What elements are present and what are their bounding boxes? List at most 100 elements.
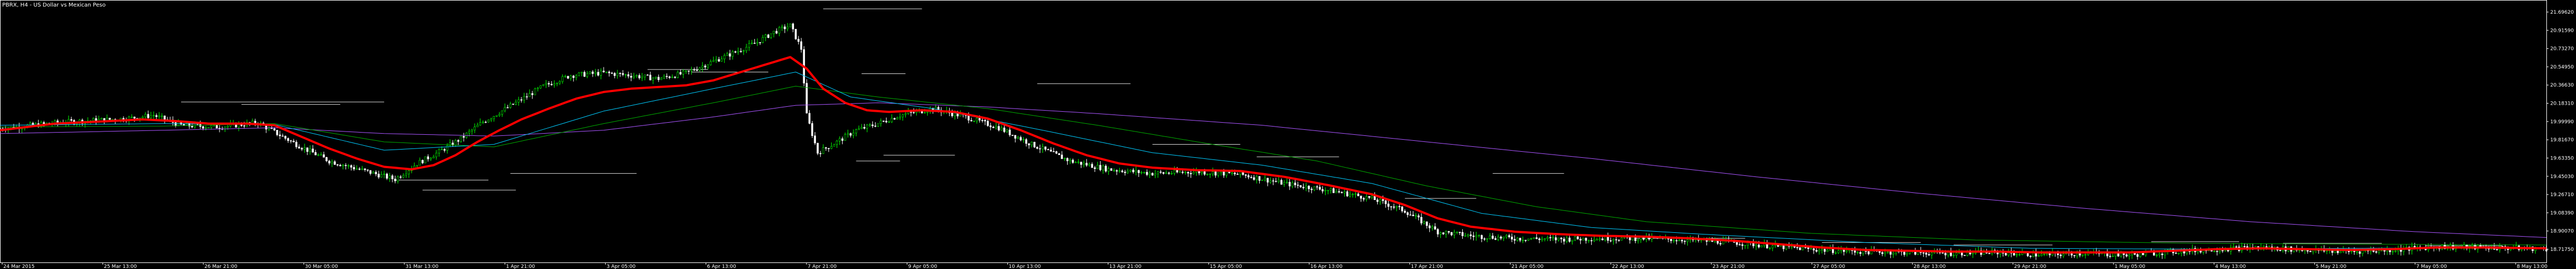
- candle-body: [1181, 171, 1184, 173]
- candle-body: [1541, 238, 1543, 241]
- candle-body: [1683, 241, 1686, 242]
- candle-body: [701, 65, 704, 68]
- candle-body: [1453, 232, 1456, 236]
- candle-body: [1755, 244, 1757, 247]
- candle-body: [613, 73, 616, 76]
- price-tick-label: 19.26710: [2550, 192, 2574, 198]
- moving-averages: [0, 56, 2547, 254]
- candle-body: [847, 133, 849, 135]
- candle-body: [602, 71, 605, 72]
- candle-body: [1944, 253, 1947, 255]
- candle-body: [2126, 254, 2128, 256]
- candle-body: [814, 135, 816, 144]
- candle-body: [1971, 253, 1974, 254]
- candle-body: [1225, 171, 1228, 176]
- candle-body: [2137, 254, 2139, 257]
- candle-body: [386, 174, 388, 179]
- candle-body: [1135, 170, 1137, 173]
- candle-body: [515, 102, 517, 105]
- candle-body: [1365, 196, 1368, 199]
- time-tick-label: 7 May 05:00: [2416, 264, 2447, 269]
- candle-body: [1313, 186, 1316, 190]
- candle-body: [1014, 135, 1017, 139]
- candle-body: [578, 72, 580, 76]
- candle-body: [1384, 201, 1387, 204]
- candle-body: [1428, 225, 1431, 228]
- candle-body: [1532, 237, 1535, 239]
- candle-body: [1494, 238, 1497, 240]
- candle-body: [2372, 250, 2375, 252]
- candle-body: [805, 83, 808, 113]
- candle-body: [778, 27, 781, 34]
- candle-body: [449, 142, 451, 146]
- candle-body: [660, 78, 663, 80]
- time-tick-label: 31 Mar 13:00: [405, 264, 438, 269]
- candle-body: [1760, 245, 1763, 248]
- candle-body: [1258, 176, 1261, 181]
- candle-body: [901, 114, 904, 117]
- time-tick-label: 10 Apr 13:00: [1008, 264, 1041, 269]
- candle-body: [1154, 173, 1157, 176]
- candle-body: [1288, 181, 1291, 187]
- candle-body: [487, 119, 489, 123]
- candle-body: [133, 116, 136, 119]
- candle-body: [476, 125, 478, 127]
- candle-body: [463, 136, 465, 138]
- candle-body: [808, 113, 811, 124]
- candle-body: [539, 85, 542, 89]
- candle-body: [1617, 239, 1620, 241]
- candle-body: [1628, 237, 1631, 241]
- candle-body: [1738, 244, 1741, 245]
- ma-fast-line: [0, 56, 2547, 254]
- candle-body: [1146, 171, 1148, 175]
- candle-body: [388, 175, 391, 179]
- candle-body: [2158, 254, 2161, 255]
- candle-body: [295, 141, 297, 147]
- candle-body: [1008, 129, 1011, 135]
- candle-body: [504, 107, 506, 111]
- candle-body: [509, 104, 512, 108]
- candle-body: [652, 78, 655, 81]
- candle-body: [1535, 237, 1538, 239]
- candle-body: [1812, 248, 1815, 250]
- candle-body: [2307, 250, 2309, 251]
- candle-body: [2079, 253, 2081, 256]
- candle-body: [1456, 232, 1458, 233]
- candle-body: [789, 24, 792, 27]
- candle-body: [2222, 250, 2224, 251]
- candle-body: [1779, 245, 1782, 247]
- candle-body: [1615, 239, 1617, 241]
- candle-body: [1113, 170, 1115, 171]
- candle-body: [1061, 154, 1063, 159]
- candle-body: [1571, 239, 1574, 242]
- candle-body: [1220, 171, 1222, 173]
- candle-body: [435, 152, 437, 157]
- candle-body: [144, 114, 146, 117]
- candle-body: [704, 65, 707, 67]
- candle-body: [1447, 231, 1450, 233]
- candle-body: [1148, 173, 1151, 175]
- candle-body: [1080, 162, 1083, 165]
- candle-body: [1000, 127, 1003, 130]
- candle-body: [1327, 190, 1329, 191]
- candle-body: [882, 121, 885, 122]
- candle-body: [682, 71, 685, 75]
- candle-body: [822, 147, 825, 154]
- candle-body: [1815, 250, 1818, 252]
- candle-body: [753, 43, 756, 44]
- candle-body: [350, 165, 352, 168]
- candle-body: [1807, 247, 1810, 249]
- candle-body: [1988, 253, 1991, 254]
- candle-body: [1376, 199, 1379, 202]
- candle-body: [353, 167, 355, 169]
- candle-body: [276, 130, 278, 135]
- candle-body: [1206, 174, 1209, 175]
- candle-body: [419, 160, 421, 166]
- candle-body: [2545, 249, 2547, 251]
- candle-body: [1343, 191, 1346, 193]
- candle-body: [1574, 236, 1576, 241]
- candle-body: [849, 133, 852, 136]
- candle-body: [644, 75, 646, 77]
- candle-body: [591, 71, 594, 74]
- candle-body: [1582, 238, 1585, 241]
